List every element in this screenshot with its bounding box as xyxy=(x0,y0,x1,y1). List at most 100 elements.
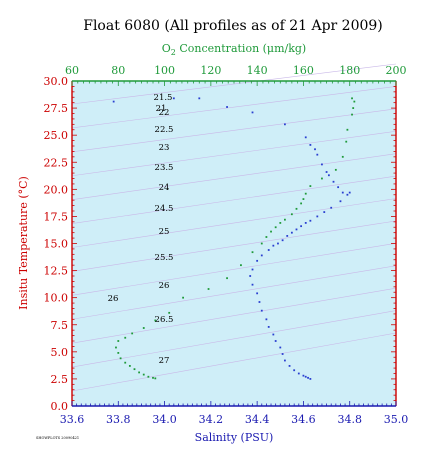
density-contours xyxy=(71,63,397,392)
temperature-tick-label: 22.5 xyxy=(44,156,69,169)
density-contour-line xyxy=(71,63,397,105)
salinity-data-point xyxy=(172,97,175,100)
density-contour-label: 27 xyxy=(159,356,170,366)
salinity-tick-label: 35.0 xyxy=(384,413,409,426)
oxygen-data-point xyxy=(270,230,272,233)
salinity-data-point xyxy=(258,301,261,303)
salinity-tick-label: 34.0 xyxy=(152,413,177,426)
salinity-data-point xyxy=(112,100,115,103)
temperature-tick-label: 20.0 xyxy=(44,183,69,196)
salinity-data-point xyxy=(304,222,307,224)
temperature-tick-label: 25.0 xyxy=(44,129,69,142)
salinity-data-point xyxy=(251,283,254,286)
temperature-tick-label: 0.0 xyxy=(51,400,69,413)
temperature-tick-label: 12.5 xyxy=(44,265,69,278)
density-contour-line xyxy=(71,265,397,320)
salinity-axis: 33.6 33.8 34.0 34.2 34.4 34.6 34.8 35.0 xyxy=(60,401,409,426)
oxygen-tick-label: 100 xyxy=(154,64,175,77)
salinity-data-point xyxy=(297,372,300,375)
oxygen-data-point xyxy=(290,213,293,216)
oxygen-data-point xyxy=(321,177,323,180)
oxygen-data-point xyxy=(147,375,150,378)
density-contour-label: 23.5 xyxy=(155,163,174,173)
oxygen-tick-label: 80 xyxy=(111,64,125,77)
oxygen-data-point xyxy=(240,264,242,267)
oxygen-data-point xyxy=(346,128,349,131)
salinity-data-point xyxy=(251,268,254,271)
density-contour-label: 25.5 xyxy=(155,253,174,263)
density-contour-line xyxy=(71,310,397,368)
temperature-tick-label: 27.5 xyxy=(44,102,69,115)
salinity-data-point xyxy=(327,174,330,177)
oxygen-data-point xyxy=(154,377,157,380)
oxygen-data-point xyxy=(352,107,355,109)
oxygen-data-point xyxy=(138,371,141,374)
salinity-data-point xyxy=(302,374,305,377)
salinity-data-point xyxy=(279,346,282,349)
salinity-data-point xyxy=(314,148,316,151)
salinity-data-point xyxy=(309,144,312,146)
oxygen-data-point xyxy=(124,336,127,339)
salinity-data-point xyxy=(274,340,277,342)
salinity-data-point xyxy=(265,318,268,321)
oxygen-data-point xyxy=(142,327,145,329)
salinity-data-point xyxy=(272,333,275,336)
salinity-data-point xyxy=(256,292,259,295)
salinity-data-point xyxy=(348,191,351,194)
oxygen-data-point xyxy=(351,113,353,116)
salinity-tick-label: 34.2 xyxy=(199,413,224,426)
salinity-data-point xyxy=(316,215,319,218)
oxygen-tick-label: 200 xyxy=(386,64,407,77)
oxygen-data-point xyxy=(152,376,154,379)
oxygen-axis: 60 80 100 120 140 160 180 200 xyxy=(65,64,407,86)
salinity-tick-label: 34.8 xyxy=(337,413,362,426)
salinity-data-point xyxy=(339,200,342,203)
density-contour-line xyxy=(71,108,397,153)
oxygen-data-point xyxy=(304,192,307,195)
salinity-data-point xyxy=(281,239,284,242)
oxygen-data-point xyxy=(345,140,348,143)
density-contour-label: 26 xyxy=(108,294,119,304)
salinity-data-point xyxy=(284,359,286,362)
oxygen-data-point xyxy=(351,97,353,100)
density-contour-label: 24.5 xyxy=(155,204,174,214)
oxygen-axis-label: O2 Concentration (μm/kg) xyxy=(162,42,306,57)
salinity-data-point xyxy=(288,365,291,367)
salinity-tick-label: 33.8 xyxy=(106,413,131,426)
density-contour-label: 21 xyxy=(156,104,167,114)
temperature-tick-label: 30.0 xyxy=(44,75,69,88)
salinity-data-point xyxy=(295,228,298,231)
salinity-data-point xyxy=(346,193,349,196)
salinity-data-point xyxy=(341,191,344,194)
density-contour-label: 25 xyxy=(159,227,170,237)
temperature-tick-label: 5.0 xyxy=(51,346,69,359)
salinity-axis-label: Salinity (PSU) xyxy=(195,431,274,444)
oxygen-tick-label: 120 xyxy=(200,64,221,77)
salinity-data-point xyxy=(321,163,323,166)
oxygen-data-point xyxy=(117,352,120,354)
temperature-tick-label: 7.5 xyxy=(51,319,69,332)
density-contour-line xyxy=(71,86,397,129)
salinity-data-point xyxy=(272,244,275,247)
salinity-data-point xyxy=(286,235,289,237)
density-contour-line xyxy=(71,243,397,296)
oxygen-data-point xyxy=(131,332,134,335)
density-contour-label: 26 xyxy=(159,281,170,291)
oxygen-data-point xyxy=(260,242,263,245)
oxygen-data-point xyxy=(302,198,305,200)
density-contour-label: 24 xyxy=(159,183,170,193)
density-contour-line xyxy=(71,153,397,200)
oxygen-data-point xyxy=(309,185,312,187)
temperature-axis: 0.0 2.5 5.0 7.5 10.0 12.5 15.0 17.5 20.0 22.5 25.0… xyxy=(44,75,77,413)
oxygen-data-point xyxy=(168,311,171,314)
salinity-data-point xyxy=(249,275,252,277)
salinity-data-point xyxy=(198,97,201,100)
oxygen-data-point xyxy=(128,365,131,367)
oxygen-data-point xyxy=(117,340,120,342)
temperature-tick-label: 2.5 xyxy=(51,373,69,386)
oxygen-data-point xyxy=(300,202,303,205)
density-contour-line xyxy=(71,220,397,272)
salinity-data-point xyxy=(316,153,319,156)
temperature-axis-label: Insitu Temperature (°C) xyxy=(17,176,30,310)
oxygen-label-suffix: Concentration (μm/kg) xyxy=(176,42,306,55)
